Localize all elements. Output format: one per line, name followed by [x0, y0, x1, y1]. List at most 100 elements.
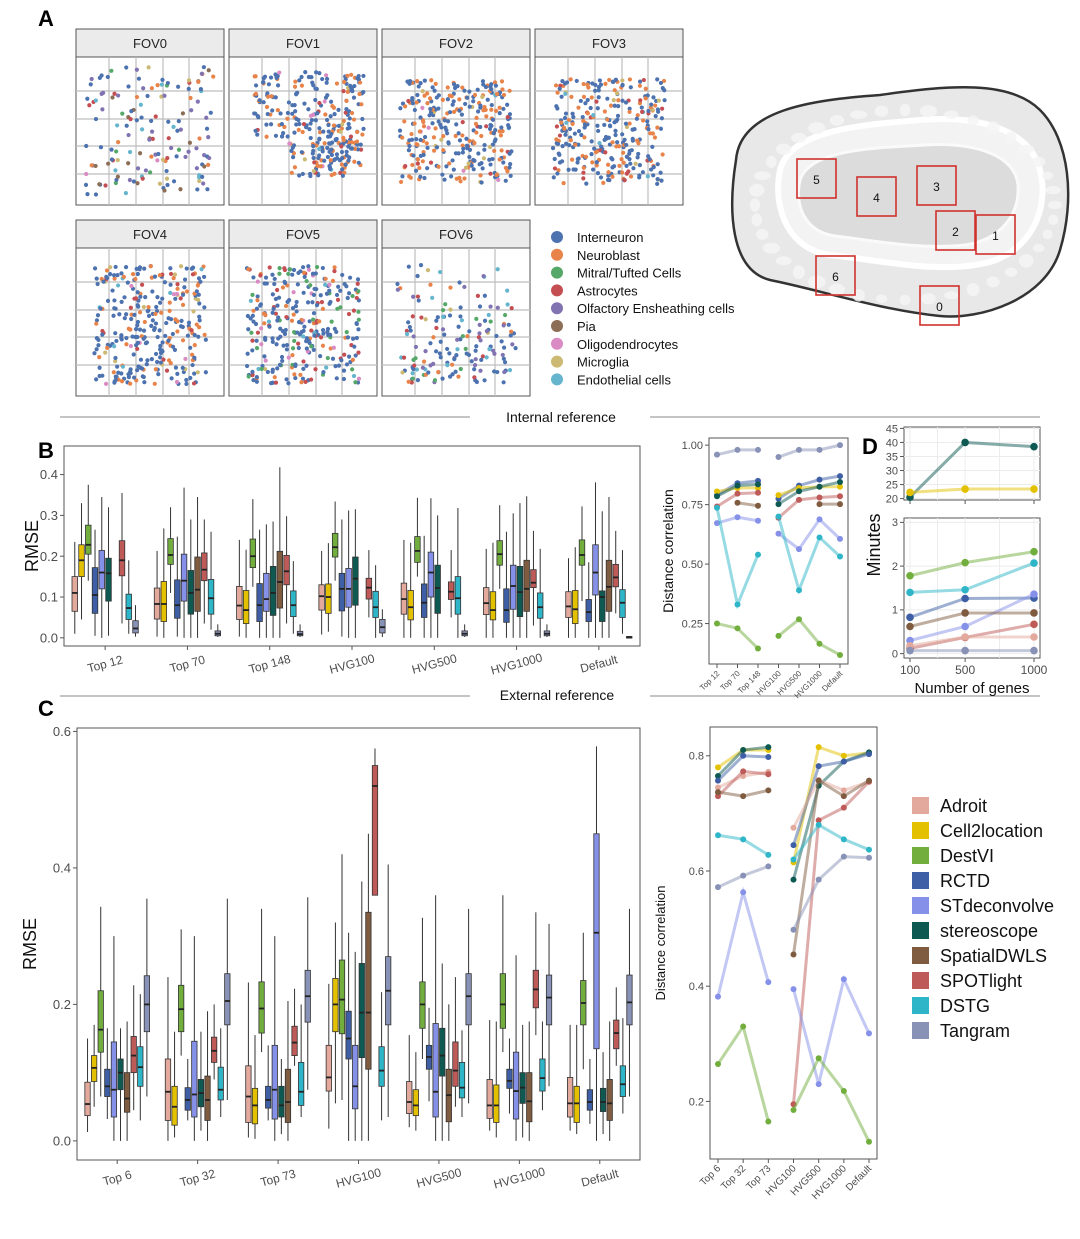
box-tangram — [385, 864, 392, 1118]
cell-point — [286, 298, 292, 303]
box-iqr — [406, 1081, 413, 1114]
cell-point — [554, 104, 559, 109]
cell-point — [140, 374, 145, 379]
cell-point — [361, 73, 366, 79]
cell-point — [400, 370, 405, 375]
cell-point — [135, 319, 141, 325]
cell-point — [324, 73, 329, 78]
box-rctd — [184, 1058, 191, 1121]
cell-point — [444, 164, 449, 169]
data-point — [755, 517, 761, 524]
cell-point — [180, 365, 185, 370]
cell-point — [330, 278, 336, 283]
cell-point — [317, 146, 322, 152]
data-point — [866, 854, 872, 861]
cell-point — [554, 137, 559, 142]
cell-point — [275, 107, 280, 113]
data-point — [796, 488, 802, 495]
box-spatialdwls — [276, 467, 284, 638]
box-destvi — [258, 908, 265, 1053]
cell-point — [165, 80, 171, 86]
cell-point — [623, 121, 629, 126]
cell-point — [589, 152, 594, 157]
cell-point — [447, 313, 453, 318]
cell-point — [356, 350, 361, 355]
box-iqr — [432, 1023, 439, 1118]
cell-point — [255, 279, 260, 284]
cell-point — [487, 144, 493, 150]
box-dstg — [539, 1021, 546, 1111]
cell-point — [284, 342, 290, 348]
cell-point — [407, 143, 412, 149]
cell-point — [455, 347, 460, 352]
cell-point — [88, 82, 93, 87]
cell-point — [155, 294, 160, 300]
cell-point — [124, 312, 129, 317]
cell-point — [142, 266, 147, 271]
cell-point — [342, 281, 347, 287]
cell-point — [612, 88, 617, 93]
box-iqr — [465, 973, 472, 1026]
cell-point — [302, 157, 307, 162]
cell-point — [421, 359, 427, 364]
cell-point — [612, 120, 617, 125]
box-stereoscope — [516, 503, 524, 638]
cell-point — [603, 81, 608, 86]
box-iqr — [265, 1085, 272, 1109]
cell-point — [490, 156, 495, 162]
cell-point — [479, 180, 484, 185]
cell-point — [333, 137, 338, 142]
data-point — [734, 482, 741, 489]
box-adroit — [400, 539, 408, 638]
x-tick-label: 1000 — [1021, 663, 1048, 677]
cell-point — [484, 114, 489, 119]
cell-point — [160, 77, 165, 82]
cell-point — [660, 106, 665, 111]
cell-point — [409, 380, 414, 385]
cell-point — [270, 310, 275, 315]
box-iqr — [578, 539, 586, 566]
cell-point — [167, 300, 172, 305]
cell-point — [478, 338, 483, 343]
method-label: Tangram — [940, 1021, 1010, 1041]
cell-point — [482, 142, 487, 148]
cell-point — [655, 107, 660, 112]
cell-point — [614, 144, 619, 149]
cell-point — [105, 345, 110, 350]
cell-point — [149, 129, 155, 134]
cell-point — [561, 181, 566, 186]
cell-point — [103, 350, 108, 355]
cell-point — [136, 76, 142, 81]
cell-point — [611, 98, 616, 103]
box-iqr — [338, 572, 346, 612]
data-point — [740, 752, 747, 759]
cell-point — [265, 369, 270, 375]
box-iqr — [612, 563, 619, 588]
cell-point — [576, 105, 581, 110]
cell-point — [97, 373, 102, 379]
cell-point — [624, 171, 629, 176]
cell-point — [553, 83, 559, 88]
cell-point — [472, 363, 478, 368]
x-axis-title: Number of genes — [914, 680, 1029, 697]
cell-point — [411, 357, 416, 363]
cell-point — [92, 351, 97, 356]
fov-strip — [75, 28, 225, 58]
cell-point — [438, 269, 443, 275]
method-swatch — [912, 872, 929, 889]
cell-point — [454, 176, 459, 181]
cell-point — [655, 77, 660, 82]
box-spatialdwls — [605, 497, 613, 638]
cell-point — [135, 181, 140, 186]
glomerulus — [749, 198, 761, 212]
box-dstg — [290, 561, 297, 634]
box-iqr — [483, 587, 490, 615]
cell-point — [467, 138, 472, 144]
cell-point — [261, 80, 266, 85]
x-tick-label: Top 12 — [698, 669, 722, 693]
cell-point — [270, 108, 275, 113]
fov-location-box: 2 — [935, 210, 976, 251]
cell-point — [262, 74, 268, 79]
